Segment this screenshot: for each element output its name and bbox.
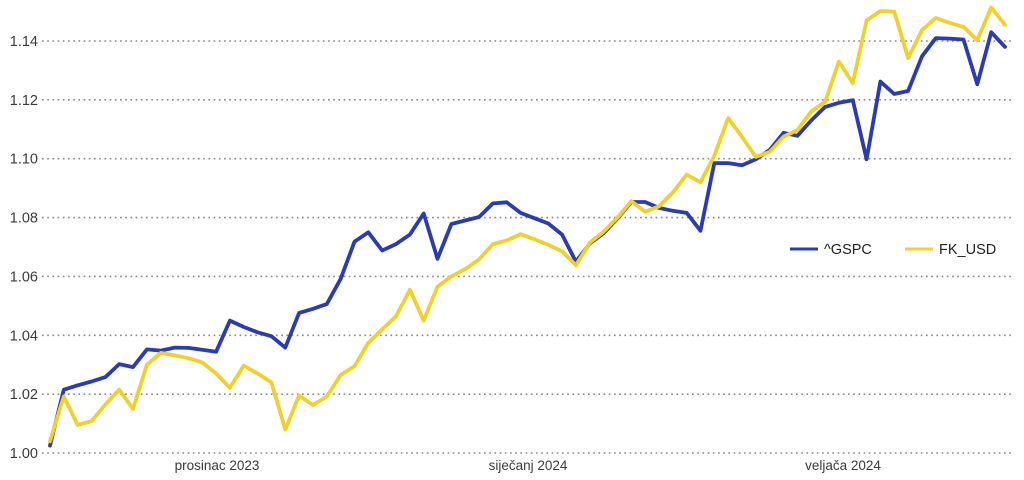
y-tick-label: 1.00 [10,446,38,462]
y-tick-label: 1.06 [10,269,38,285]
y-tick-label: 1.10 [10,152,38,168]
y-tick-label: 1.02 [10,387,38,403]
series-line-gspc [48,30,1007,448]
y-tick-label: 1.14 [10,34,38,50]
x-tick-label: siječanj 2024 [489,458,568,473]
y-tick-label: 1.04 [10,328,38,344]
y-tick-label: 1.12 [10,93,38,109]
x-tick-label: veljača 2024 [805,458,881,473]
series-line-fkusd [48,5,1007,444]
legend-label-fkusd: FK_USD [939,242,996,258]
legend-label-gspc: ^GSPC [824,242,872,258]
x-tick-label: prosinac 2023 [175,458,260,473]
y-tick-label: 1.08 [10,211,38,227]
